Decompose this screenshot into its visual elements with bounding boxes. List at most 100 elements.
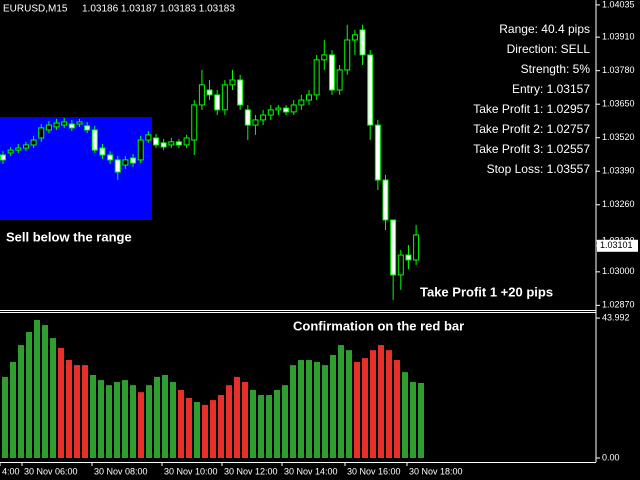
chart-title: EURUSD,M15 (3, 4, 68, 15)
y-tick-label: 1.03650 (602, 99, 635, 109)
histogram-bar (378, 345, 384, 458)
histogram-bar (218, 395, 224, 458)
candle-body (153, 137, 159, 146)
candle-body (275, 107, 282, 111)
histogram-bar (274, 389, 280, 458)
candle-body (221, 84, 228, 111)
candle-body (114, 159, 121, 173)
histogram-bar (282, 385, 288, 458)
x-tick-label: 30 Nov 14:00 (284, 466, 338, 476)
histogram-bar (362, 358, 368, 458)
candle-body (298, 99, 305, 106)
candle-body (30, 139, 37, 146)
candle-body (283, 107, 290, 113)
histogram-bar (202, 404, 208, 458)
info-line: Take Profit 3: 1.02557 (473, 142, 590, 156)
info-line: Take Profit 2: 1.02757 (473, 122, 590, 136)
histogram-bar (210, 400, 216, 458)
histogram-bar (106, 385, 112, 458)
candle-body (260, 114, 267, 121)
candle-body (22, 144, 29, 149)
candle-body (76, 121, 83, 125)
info-line: Strength: 5% (521, 62, 591, 76)
histogram-bar (410, 381, 416, 458)
candle-body (122, 159, 129, 166)
histogram-bar (354, 361, 360, 458)
candle-body (0, 154, 6, 161)
info-line: Direction: SELL (507, 42, 591, 56)
histogram-bar (242, 381, 248, 458)
candle-body (397, 254, 404, 276)
histogram-bar (386, 350, 392, 458)
y-tick-label: 43.992 (602, 312, 630, 322)
candle-body (45, 124, 52, 131)
x-tick-label: 4:00 (2, 466, 20, 476)
info-line: Stop Loss: 1.03557 (487, 162, 591, 176)
x-tick-label: 30 Nov 10:00 (164, 466, 218, 476)
candle-body (214, 94, 221, 111)
candle-body (206, 89, 213, 96)
candle-body (7, 149, 14, 154)
histogram-bar (370, 350, 376, 458)
y-tick-label: 1.03000 (602, 266, 635, 276)
candle-body (351, 34, 358, 41)
candle-body (290, 104, 297, 113)
histogram-bar (82, 365, 88, 458)
histogram-bar (90, 374, 96, 458)
histogram-bar (258, 395, 264, 458)
last-price-box (597, 239, 638, 252)
y-tick-label: 1.03520 (602, 132, 635, 142)
histogram-bar (146, 385, 152, 458)
histogram-bar (58, 347, 64, 458)
candle-body (344, 39, 351, 71)
x-tick-label: 30 Nov 08:00 (94, 466, 148, 476)
candle-body (137, 139, 144, 161)
histogram-bar (170, 381, 176, 458)
candle-body (38, 127, 45, 139)
histogram-bar (394, 360, 400, 458)
x-tick-label: 30 Nov 16:00 (347, 466, 401, 476)
candle-body (53, 122, 60, 128)
x-tick-label: 30 Nov 06:00 (24, 466, 78, 476)
candle-body (145, 134, 152, 141)
histogram-bar (2, 376, 8, 458)
annotation: Take Profit 1 +20 pips (420, 284, 553, 299)
candle-body (15, 147, 22, 151)
histogram-bar (18, 345, 24, 458)
y-tick-label: 1.03390 (602, 166, 635, 176)
last-price-label: 1.03101 (600, 240, 633, 250)
candle-body (175, 141, 182, 146)
histogram-bar (130, 385, 136, 458)
y-tick-label: 1.03780 (602, 65, 635, 75)
chart-subtitle: 1.03186 1.03187 1.03183 1.03183 (82, 4, 235, 15)
info-line: Entry: 1.03157 (512, 82, 590, 96)
annotation: Confirmation on the red bar (293, 318, 464, 333)
histogram-bar (226, 385, 232, 458)
histogram-bar (250, 389, 256, 458)
histogram-bar (290, 365, 296, 458)
histogram-bar (50, 338, 56, 458)
histogram-bar (34, 319, 40, 458)
info-line: Take Profit 1: 1.02957 (473, 102, 590, 116)
histogram-bar (42, 325, 48, 458)
candle-body (229, 79, 236, 86)
x-tick-label: 30 Nov 18:00 (409, 466, 463, 476)
histogram-bar (162, 374, 168, 458)
histogram-bar (154, 376, 160, 458)
candle-body (306, 94, 312, 101)
y-tick-label: 1.03260 (602, 199, 635, 209)
histogram-bar (186, 397, 192, 458)
candle-body (84, 125, 91, 131)
candle-body (130, 157, 137, 164)
candle-body (160, 142, 167, 148)
histogram-bar (338, 345, 344, 458)
x-tick-label: 30 Nov 12:00 (224, 466, 278, 476)
candle-body (107, 154, 114, 161)
histogram-bar (306, 360, 312, 458)
candle-body (382, 179, 389, 221)
candle-body (367, 54, 374, 126)
histogram-bar (314, 361, 320, 458)
candle-body (99, 147, 106, 156)
candle-body (244, 109, 251, 126)
